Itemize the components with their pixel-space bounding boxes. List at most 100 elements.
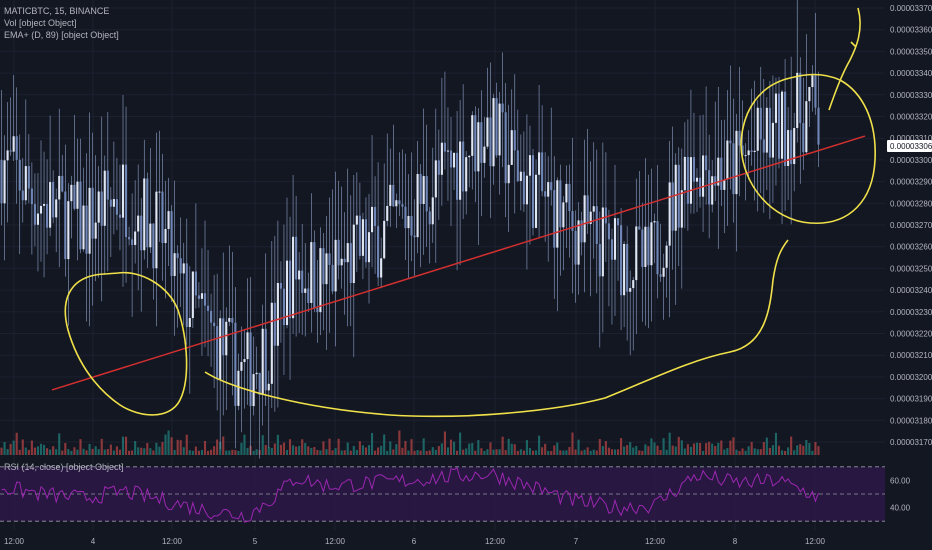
symbol-legend[interactable]: MATICBTC, 15, BINANCE (4, 6, 110, 16)
candle-body (735, 130, 738, 195)
volume-bar (143, 448, 146, 455)
annotation-circle-left[interactable] (64, 271, 188, 416)
candle-body (131, 239, 134, 245)
volume-bar (149, 448, 152, 455)
volume-bar (726, 448, 729, 455)
candle-body (550, 182, 553, 191)
volume-bar (410, 439, 413, 455)
candle-body (188, 318, 191, 328)
candle-body (46, 203, 49, 228)
volume-bar (3, 441, 6, 455)
current-price-badge: 0.00003306 (887, 140, 932, 152)
volume-bar (367, 445, 371, 455)
candle-body (753, 150, 756, 152)
candle-body (115, 199, 118, 215)
price-tick-label: 0.00003310 (890, 134, 932, 143)
rsi-tick-label: 40.00 (890, 504, 911, 513)
volume-bar (225, 450, 228, 455)
volume-bar (237, 450, 240, 455)
volume-bar (504, 450, 507, 455)
candle-body (525, 175, 528, 205)
volume-bar (121, 436, 125, 455)
candle-body (109, 199, 112, 207)
candle-body (407, 215, 410, 229)
volume-bar (723, 449, 726, 455)
freehand-annotations[interactable] (64, 7, 876, 418)
trendline[interactable] (51, 135, 866, 391)
volume-bar (562, 450, 565, 455)
candle-body (759, 107, 762, 140)
candle-body (686, 156, 689, 204)
candle-body (27, 166, 30, 189)
candle-body (410, 215, 413, 236)
candle-body (386, 205, 389, 221)
price-tick-label: 0.00003230 (890, 308, 932, 317)
rsi-legend[interactable]: RSI (14, close) [object Object] (4, 462, 124, 472)
volume-bar (580, 450, 583, 455)
volume-bar (12, 440, 15, 455)
candle-body (167, 211, 170, 229)
candle-body (249, 332, 252, 407)
candle-body (814, 75, 817, 108)
candle-body (276, 282, 279, 346)
volume-bar (620, 438, 623, 455)
volume-bar (449, 439, 453, 455)
candle-body (288, 260, 292, 319)
candle-body (103, 170, 106, 226)
candle-body (695, 177, 699, 182)
candle-body (784, 91, 787, 167)
candle-body (732, 143, 735, 195)
candle-body (49, 182, 52, 228)
candle-body (231, 317, 234, 323)
volume-bar (592, 449, 595, 455)
volume-bar (118, 449, 122, 455)
candle-body (623, 243, 626, 296)
candle-body (79, 181, 82, 250)
candle-body (486, 117, 489, 147)
volume-bar (471, 443, 474, 455)
price-tick-label: 0.00003370 (890, 4, 932, 13)
volume-legend[interactable]: Vol [object Object] (4, 18, 77, 28)
candle-body (134, 231, 137, 245)
volume-bar (292, 445, 295, 455)
volume-bar (735, 449, 738, 455)
candle-body (723, 179, 726, 190)
price-tick-label: 0.00003270 (890, 221, 932, 230)
volume-bar (468, 443, 471, 455)
volume-bar (179, 440, 182, 455)
volume-bar (334, 448, 337, 455)
candle-body (799, 72, 802, 124)
volume-bar (36, 446, 40, 455)
volume-bar (689, 446, 692, 455)
volume-bar (358, 441, 361, 455)
annotation-curve-bottom[interactable] (204, 239, 789, 418)
ema-legend[interactable]: EMA+ (D, 89) [object Object] (4, 30, 119, 40)
volume-bar (304, 443, 307, 455)
volume-bar (519, 449, 522, 455)
volume-bar (395, 444, 398, 455)
volume-bar (416, 450, 419, 455)
volume-bar (683, 448, 686, 455)
time-tick-label: 7 (574, 537, 579, 546)
candle-body (562, 202, 565, 228)
candle-body (793, 127, 796, 165)
time-tick-label: 5 (253, 537, 258, 546)
price-tick-label: 0.00003340 (890, 69, 932, 78)
volume-bar (632, 447, 635, 455)
candle-body (118, 214, 122, 218)
volume-bar (419, 450, 422, 455)
candle-body (313, 242, 316, 309)
price-tick-label: 0.00003250 (890, 264, 932, 273)
volume-bar (635, 445, 638, 455)
price-tick-label: 0.00003180 (890, 416, 932, 425)
price-tick-label: 0.00003350 (890, 47, 932, 56)
candle-body (73, 184, 76, 209)
volume-bar (595, 450, 598, 455)
volume-bar (401, 447, 404, 455)
annotation-arrow-up[interactable] (828, 7, 861, 111)
volume-bar (88, 443, 91, 455)
volume-bar (780, 450, 784, 455)
volume-bar (301, 439, 304, 455)
time-tick-label: 8 (733, 537, 738, 546)
